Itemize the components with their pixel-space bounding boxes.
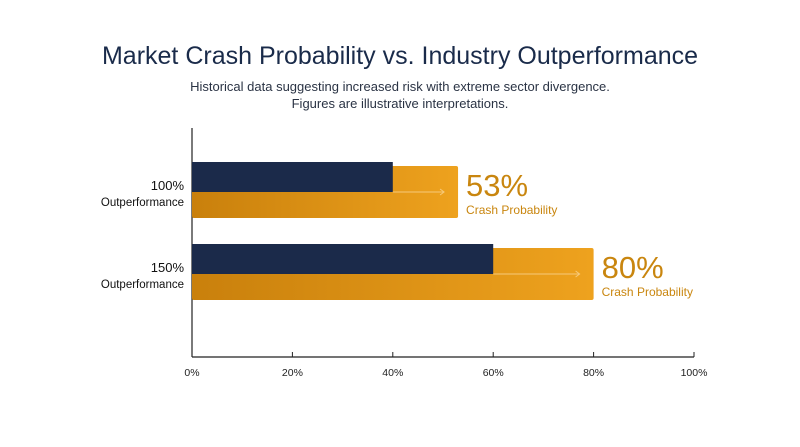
subtitle-line-1: Historical data suggesting increased ris… — [190, 79, 610, 94]
category-label-1-line2: Outperformance — [101, 197, 184, 209]
x-tick-label: 80% — [583, 367, 604, 379]
category-label-2-line2: Outperformance — [101, 279, 184, 291]
x-tick-label: 60% — [483, 367, 504, 379]
x-tick-label: 20% — [282, 367, 303, 379]
value-caption-2: Crash Probability — [602, 285, 693, 299]
value-label-2: 80% — [602, 250, 664, 285]
arrow-head-2 — [575, 270, 581, 278]
x-tick-label: 0% — [184, 367, 199, 379]
x-tick-label: 100% — [681, 367, 708, 379]
value-label-1: 53% — [466, 168, 528, 203]
value-caption-1: Crash Probability — [466, 203, 557, 217]
category-label-1-line1: 100% — [151, 178, 185, 193]
subtitle-line-2: Figures are illustrative interpretations… — [291, 96, 509, 111]
bar-dark-2 — [192, 244, 494, 274]
chart-subtitle: Historical data suggesting increased ris… — [0, 78, 800, 112]
category-label-2-line1: 150% — [151, 260, 185, 275]
x-tick-label: 40% — [382, 367, 403, 379]
arrow-head-1 — [439, 188, 445, 196]
chart-title: Market Crash Probability vs. Industry Ou… — [101, 42, 699, 70]
bar-dark-1 — [192, 162, 393, 192]
